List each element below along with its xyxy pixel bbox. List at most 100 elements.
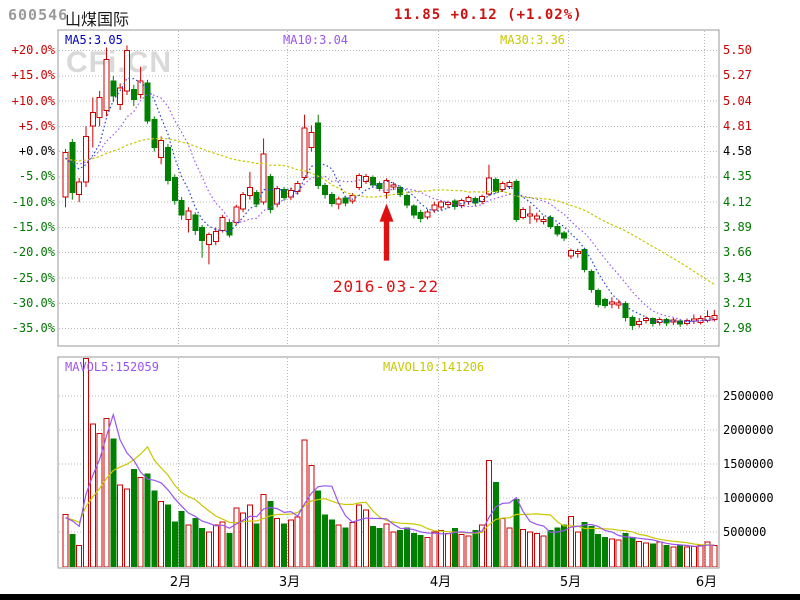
- ma5-label: MA5:3.05: [65, 33, 123, 47]
- volume-bar: [82, 358, 89, 567]
- volume-bar: [431, 531, 438, 567]
- x-axis-month-label: 2月: [169, 575, 192, 590]
- candle-body: [397, 186, 404, 196]
- candle-body: [185, 210, 192, 220]
- candle-body: [404, 195, 410, 206]
- price-pct-axis-label: +20.0%: [11, 42, 55, 57]
- candle-body: [356, 174, 363, 188]
- volume-bar: [205, 531, 212, 567]
- candle-body: [96, 97, 103, 119]
- volume-bar: [315, 490, 322, 567]
- price-pct-axis-label: -25.0%: [11, 270, 55, 285]
- volume-bar: [711, 545, 718, 567]
- volume-bar: [335, 524, 342, 567]
- candle-body: [281, 189, 288, 199]
- volume-bar: [629, 536, 636, 567]
- price-value-axis-label: 3.21: [723, 295, 752, 310]
- volume-bar: [677, 545, 684, 567]
- volume-bar: [267, 500, 274, 567]
- candle-body: [444, 202, 451, 206]
- volume-bar: [164, 504, 171, 567]
- price-value-axis-label: 3.66: [723, 245, 752, 260]
- volume-bar: [424, 536, 431, 567]
- candle-body: [62, 152, 69, 198]
- candle-body: [335, 198, 342, 205]
- price-value-axis-label: 2.98: [723, 321, 752, 336]
- volume-bar: [158, 500, 165, 567]
- candle-body: [608, 301, 615, 305]
- volume-bar: [219, 521, 226, 567]
- candle-body: [315, 122, 322, 186]
- volume-bar: [704, 541, 711, 567]
- volume-bar: [690, 545, 697, 567]
- volume-bar: [615, 539, 622, 567]
- candle-body: [684, 319, 691, 325]
- x-axis-month-label: 4月: [429, 575, 452, 590]
- candle-body: [711, 314, 718, 320]
- candle-body: [322, 184, 329, 196]
- candle-body: [376, 182, 383, 190]
- price-value-axis-label: 4.12: [723, 194, 752, 209]
- volume-bar: [349, 521, 356, 567]
- volume-bar: [492, 481, 499, 567]
- volume-bar: [404, 527, 410, 567]
- volume-bar: [608, 538, 615, 567]
- candle-body: [308, 131, 315, 149]
- price-pct-axis-label: +0.0%: [18, 144, 55, 159]
- candle-body: [561, 232, 568, 239]
- mavol10-label: MAVOL10:141206: [383, 360, 485, 374]
- volume-bar: [287, 519, 294, 567]
- volume-axis-label: 1500000: [723, 456, 774, 471]
- price-ma-lines: [65, 77, 715, 323]
- volume-bar: [520, 528, 527, 567]
- price-value-axis-label: 3.89: [723, 219, 752, 234]
- candle-body: [144, 82, 151, 122]
- volume-bar: [123, 488, 130, 567]
- candle-body: [287, 190, 294, 198]
- volume-bar: [574, 531, 581, 567]
- volume-bar: [212, 524, 219, 567]
- candle-body: [554, 225, 561, 235]
- volume-bar: [670, 546, 677, 567]
- candle-body: [472, 198, 479, 204]
- stock-quote: 11.85 +0.12 (+1.02%): [394, 7, 583, 23]
- candle-body: [103, 59, 110, 112]
- candle-body: [588, 270, 595, 291]
- candle-body: [567, 250, 574, 257]
- volume-bar: [226, 532, 233, 567]
- volume-bar: [294, 516, 301, 567]
- volume-axis-label: 1000000: [723, 490, 774, 505]
- volume-bar: [561, 524, 568, 567]
- volume-bar: [369, 526, 376, 567]
- candle-body: [192, 214, 199, 231]
- volume-bar: [581, 521, 588, 567]
- candle-body: [89, 112, 96, 127]
- price-pct-axis-label: -10.0%: [11, 194, 55, 209]
- volume-bar: [69, 534, 76, 567]
- candle-body: [383, 179, 390, 194]
- candle-body: [506, 181, 513, 187]
- panel-borders: [57, 29, 720, 569]
- candle-body: [226, 221, 233, 236]
- candle-body: [670, 319, 677, 323]
- candle-body: [513, 180, 520, 220]
- candle-body: [253, 192, 260, 205]
- volume-bar: [281, 523, 288, 567]
- volume-bar: [199, 528, 206, 567]
- candle-body: [363, 175, 370, 182]
- price-pct-axis-label: +10.0%: [11, 93, 55, 108]
- ma30-label: MA30:3.36: [500, 33, 566, 47]
- candle-body: [520, 209, 527, 218]
- candle-body: [369, 176, 376, 186]
- volume-bar: [274, 517, 281, 567]
- volume-bar: [636, 541, 643, 567]
- candle-body: [643, 317, 650, 321]
- volume-bar: [410, 532, 417, 567]
- candle-body: [629, 316, 636, 327]
- candle-body: [164, 147, 171, 181]
- stock-name: 山煤国际: [65, 12, 130, 29]
- volume-bar: [479, 524, 486, 567]
- price-pct-axis-label: -5.0%: [18, 169, 55, 184]
- volume-bar: [96, 432, 103, 567]
